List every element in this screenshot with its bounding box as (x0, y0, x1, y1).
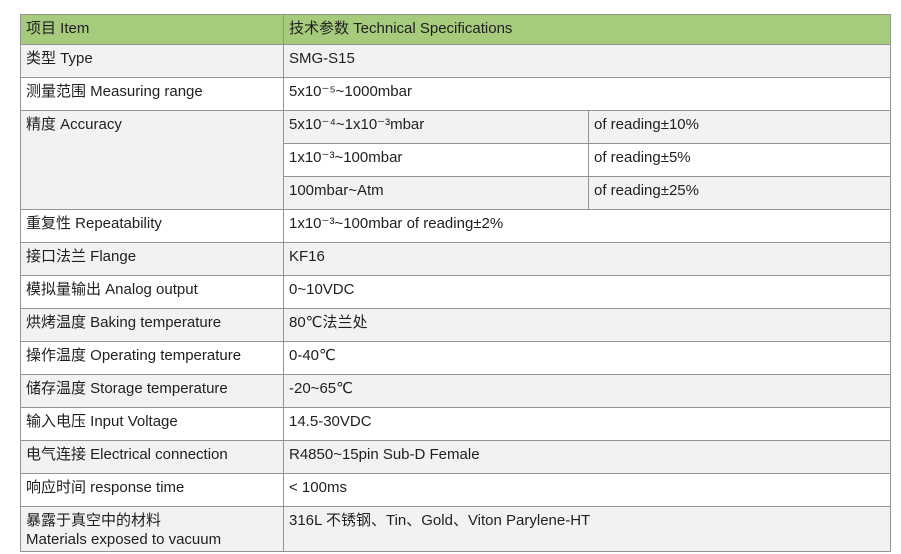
accuracy-range: 1x10⁻³~100mbar (283, 143, 589, 177)
header-item-cell: 项目 Item (20, 14, 284, 45)
header-spec-cell: 技术参数 Technical Specifications (282, 14, 892, 45)
row-value: 316L 不锈钢、Tin、Gold、Viton Parylene-HT (282, 506, 892, 552)
accuracy-tolerance: of reading±10% (587, 110, 892, 144)
row-value: KF16 (282, 242, 892, 276)
row-label-en: Materials exposed to vacuum (26, 531, 222, 548)
table-row-input-voltage: 输入电压 Input Voltage 14.5-30VDC (20, 407, 892, 441)
row-value: SMG-S15 (282, 44, 892, 78)
row-label: 类型 Type (20, 44, 284, 78)
row-label: 测量范围 Measuring range (20, 77, 284, 111)
table-row-electrical-connection: 电气连接 Electrical connection R4850~15pin S… (20, 440, 892, 474)
row-label: 烘烤温度 Baking temperature (20, 308, 284, 342)
row-label: 暴露于真空中的材料 Materials exposed to vacuum (20, 506, 284, 552)
row-value: R4850~15pin Sub-D Female (282, 440, 892, 474)
table-row-accuracy-1: 精度 Accuracy 5x10⁻⁴~1x10⁻³mbar of reading… (20, 110, 892, 210)
table-row-measuring-range: 测量范围 Measuring range 5x10⁻⁵~1000mbar (20, 77, 892, 111)
table-row-materials: 暴露于真空中的材料 Materials exposed to vacuum 31… (20, 506, 892, 552)
row-value: 0~10VDC (282, 275, 892, 309)
row-label: 输入电压 Input Voltage (20, 407, 284, 441)
accuracy-range: 100mbar~Atm (283, 176, 589, 210)
row-value: 0-40℃ (282, 341, 892, 375)
row-value: 80℃法兰处 (282, 308, 892, 342)
table-row-repeatability: 重复性 Repeatability 1x10⁻³~100mbar of read… (20, 209, 892, 243)
accuracy-label-cell: 精度 Accuracy (20, 110, 284, 210)
table-row-type: 类型 Type SMG-S15 (20, 44, 892, 78)
row-label: 模拟量输出 Analog output (20, 275, 284, 309)
row-label: 操作温度 Operating temperature (20, 341, 284, 375)
table-row-operating-temperature: 操作温度 Operating temperature 0-40℃ (20, 341, 892, 375)
row-label: 储存温度 Storage temperature (20, 374, 284, 408)
accuracy-tolerance: of reading±25% (587, 176, 892, 210)
accuracy-range: 5x10⁻⁴~1x10⁻³mbar (283, 110, 589, 144)
row-label: 重复性 Repeatability (20, 209, 284, 243)
row-label-zh: 暴露于真空中的材料 (26, 512, 162, 529)
row-label: 响应时间 response time (20, 473, 284, 507)
table-row-flange: 接口法兰 Flange KF16 (20, 242, 892, 276)
row-value: 1x10⁻³~100mbar of reading±2% (282, 209, 892, 243)
row-value: 14.5-30VDC (282, 407, 892, 441)
table-row-baking-temperature: 烘烤温度 Baking temperature 80℃法兰处 (20, 308, 892, 342)
row-value: -20~65℃ (282, 374, 892, 408)
table-row-accuracy-3: 100mbar~Atm of reading±25% (20, 176, 892, 210)
table-row-response-time: 响应时间 response time < 100ms (20, 473, 892, 507)
row-label: 电气连接 Electrical connection (20, 440, 284, 474)
row-value: < 100ms (282, 473, 892, 507)
table-row-accuracy-2: 1x10⁻³~100mbar of reading±5% (20, 143, 892, 177)
accuracy-tolerance: of reading±5% (587, 143, 892, 177)
row-label: 接口法兰 Flange (20, 242, 284, 276)
table-header-row: 项目 Item 技术参数 Technical Specifications (20, 14, 892, 45)
table-row-storage-temperature: 储存温度 Storage temperature -20~65℃ (20, 374, 892, 408)
row-value: 5x10⁻⁵~1000mbar (282, 77, 892, 111)
table-row-analog-output: 模拟量输出 Analog output 0~10VDC (20, 275, 892, 309)
spec-table: 项目 Item 技术参数 Technical Specifications 类型… (20, 14, 892, 552)
